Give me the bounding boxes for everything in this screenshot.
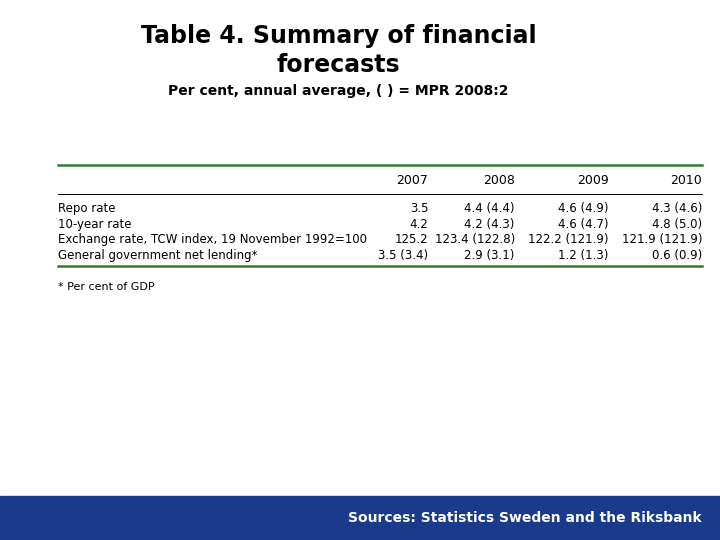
Text: 1.2 (1.3): 1.2 (1.3) xyxy=(558,249,608,262)
Text: 4.4 (4.4): 4.4 (4.4) xyxy=(464,202,515,215)
Text: 123.4 (122.8): 123.4 (122.8) xyxy=(435,233,515,246)
Text: 3.5 (3.4): 3.5 (3.4) xyxy=(378,249,428,262)
Text: 10-year rate: 10-year rate xyxy=(58,218,131,231)
Text: 4.6 (4.7): 4.6 (4.7) xyxy=(558,218,608,231)
Text: 4.3 (4.6): 4.3 (4.6) xyxy=(652,202,702,215)
Text: 121.9 (121.9): 121.9 (121.9) xyxy=(621,233,702,246)
Text: 2008: 2008 xyxy=(483,174,515,187)
Text: Exchange rate, TCW index, 19 November 1992=100: Exchange rate, TCW index, 19 November 19… xyxy=(58,233,366,246)
Text: 3.5: 3.5 xyxy=(410,202,428,215)
Text: 4.6 (4.9): 4.6 (4.9) xyxy=(558,202,608,215)
Text: Table 4. Summary of financial
forecasts: Table 4. Summary of financial forecasts xyxy=(140,24,536,77)
Text: 2.9 (3.1): 2.9 (3.1) xyxy=(464,249,515,262)
Text: 122.2 (121.9): 122.2 (121.9) xyxy=(528,233,608,246)
Text: 0.6 (0.9): 0.6 (0.9) xyxy=(652,249,702,262)
Text: 4.2: 4.2 xyxy=(410,218,428,231)
Text: 2009: 2009 xyxy=(577,174,608,187)
Text: 4.2 (4.3): 4.2 (4.3) xyxy=(464,218,515,231)
Text: Sources: Statistics Sweden and the Riksbank: Sources: Statistics Sweden and the Riksb… xyxy=(348,511,702,525)
Text: 4.8 (5.0): 4.8 (5.0) xyxy=(652,218,702,231)
Text: ✦ ✦ ✦
✦   ✦: ✦ ✦ ✦ ✦ ✦ xyxy=(652,26,674,39)
Text: Repo rate: Repo rate xyxy=(58,202,115,215)
Text: Per cent, annual average, ( ) = MPR 2008:2: Per cent, annual average, ( ) = MPR 2008… xyxy=(168,84,508,98)
Text: SVERIGES
RIKSBANK: SVERIGES RIKSBANK xyxy=(644,60,682,71)
Text: 2007: 2007 xyxy=(397,174,428,187)
Text: * Per cent of GDP: * Per cent of GDP xyxy=(58,282,154,292)
Text: 125.2: 125.2 xyxy=(395,233,428,246)
Text: 2010: 2010 xyxy=(670,174,702,187)
Text: General government net lending*: General government net lending* xyxy=(58,249,257,262)
